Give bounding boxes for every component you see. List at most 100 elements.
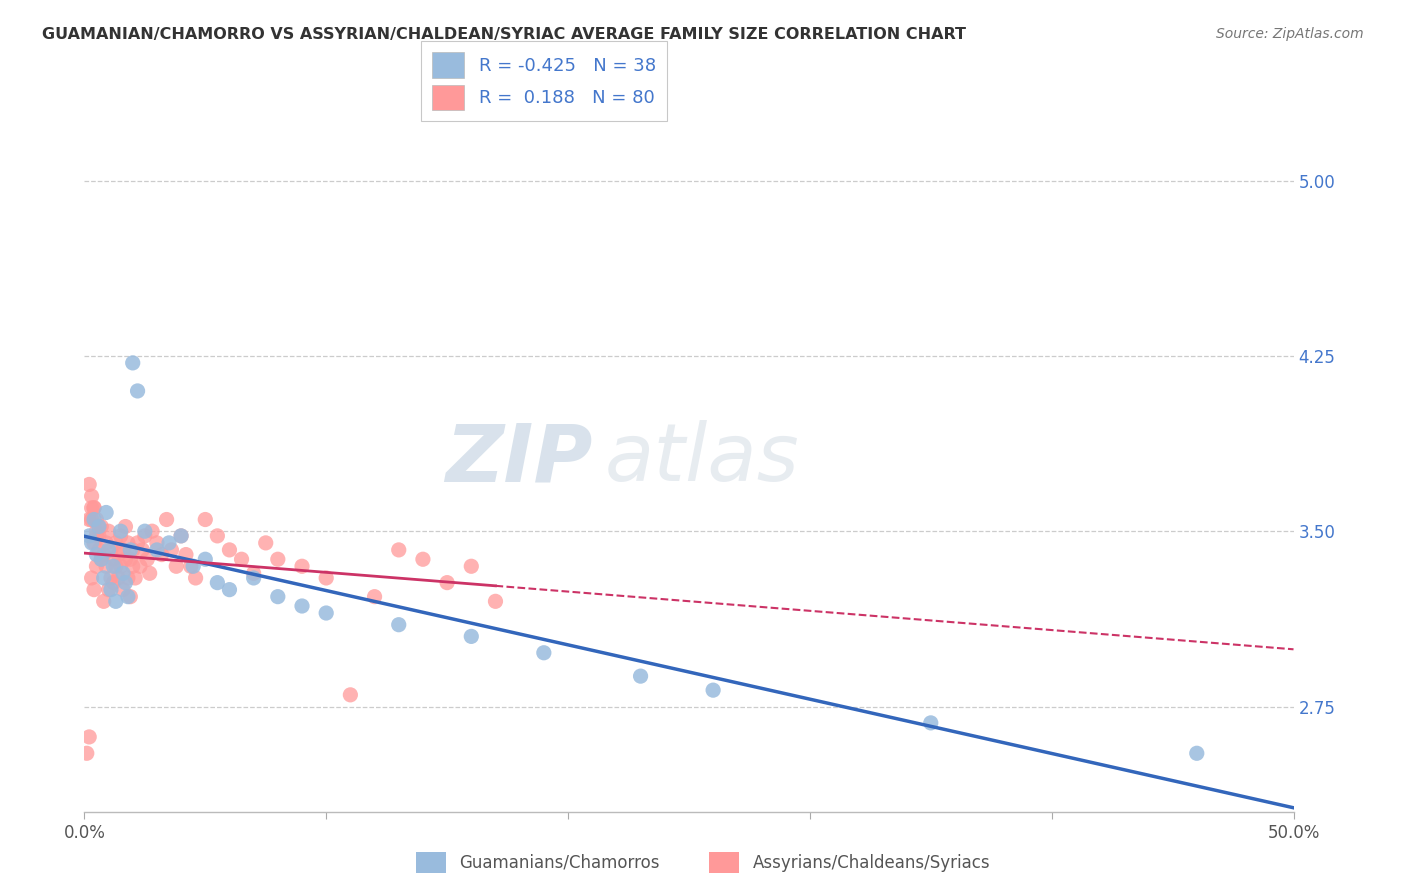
Point xyxy=(339,688,361,702)
Point xyxy=(80,489,103,503)
Point xyxy=(436,575,458,590)
Point xyxy=(86,524,108,539)
Point xyxy=(83,512,105,526)
Point xyxy=(231,552,253,566)
Point xyxy=(90,552,112,566)
Point xyxy=(150,548,173,562)
Point xyxy=(114,575,136,590)
Point xyxy=(920,715,942,730)
Point xyxy=(114,552,136,566)
Point xyxy=(174,548,197,562)
Point xyxy=(97,542,120,557)
Point xyxy=(702,683,724,698)
Point xyxy=(121,356,143,370)
Point xyxy=(80,512,103,526)
Point xyxy=(267,590,290,604)
Point xyxy=(100,571,122,585)
Point xyxy=(117,536,139,550)
Point xyxy=(141,524,163,539)
Point xyxy=(533,646,555,660)
Point xyxy=(165,559,187,574)
Point xyxy=(80,500,103,515)
Point xyxy=(207,529,229,543)
Point xyxy=(117,590,139,604)
Point xyxy=(114,519,136,533)
Point xyxy=(267,552,290,566)
Point xyxy=(136,552,159,566)
Point xyxy=(315,571,337,585)
Point xyxy=(76,746,98,760)
Point xyxy=(120,542,142,557)
Legend: R = -0.425   N = 38, R =  0.188   N = 80: R = -0.425 N = 38, R = 0.188 N = 80 xyxy=(420,41,666,121)
Point xyxy=(110,559,132,574)
Point xyxy=(388,542,411,557)
Point xyxy=(484,594,506,608)
Point xyxy=(100,582,122,597)
Point xyxy=(146,542,169,557)
Point xyxy=(93,548,115,562)
Point xyxy=(90,519,112,533)
Text: ZIP: ZIP xyxy=(444,420,592,499)
Point xyxy=(630,669,652,683)
Point xyxy=(412,552,434,566)
Point xyxy=(112,582,135,597)
Point xyxy=(77,512,100,526)
Point xyxy=(103,552,125,566)
Point xyxy=(90,552,112,566)
Point xyxy=(83,500,105,515)
Point xyxy=(77,730,100,744)
Point xyxy=(134,529,156,543)
Point xyxy=(104,559,127,574)
Point xyxy=(117,571,139,585)
Point xyxy=(83,500,105,515)
Point xyxy=(207,575,229,590)
Point xyxy=(107,548,129,562)
Point xyxy=(460,559,482,574)
Point xyxy=(86,559,108,574)
Point xyxy=(103,575,125,590)
Point xyxy=(155,512,177,526)
Point xyxy=(129,559,152,574)
Point xyxy=(94,536,117,550)
Point xyxy=(184,571,207,585)
Point xyxy=(291,559,314,574)
Point xyxy=(86,548,108,562)
Point xyxy=(254,536,277,550)
Point xyxy=(242,571,264,585)
Point xyxy=(94,559,117,574)
Point xyxy=(127,384,149,398)
Point xyxy=(80,536,103,550)
Point xyxy=(120,590,142,604)
Point xyxy=(87,519,110,533)
Text: Source: ZipAtlas.com: Source: ZipAtlas.com xyxy=(1216,27,1364,41)
Point xyxy=(112,542,135,557)
Point xyxy=(291,599,314,613)
Point xyxy=(1185,746,1208,760)
Point xyxy=(110,529,132,543)
Point xyxy=(110,524,132,539)
Point xyxy=(100,542,122,557)
Point xyxy=(194,512,217,526)
Point xyxy=(104,536,127,550)
Point xyxy=(138,566,160,581)
Point xyxy=(460,629,482,643)
Point xyxy=(112,566,135,581)
Point xyxy=(121,542,143,557)
Point xyxy=(131,542,153,557)
Point xyxy=(121,559,143,574)
Point xyxy=(87,542,110,557)
Point xyxy=(170,529,193,543)
Point xyxy=(87,519,110,533)
Point xyxy=(146,536,169,550)
Point xyxy=(180,559,202,574)
Point xyxy=(97,582,120,597)
Point xyxy=(242,566,264,581)
Point xyxy=(315,606,337,620)
Legend: Guamanians/Chamorros, Assyrians/Chaldeans/Syriacs: Guamanians/Chamorros, Assyrians/Chaldean… xyxy=(409,846,997,880)
Point xyxy=(86,512,108,526)
Point xyxy=(104,594,127,608)
Point xyxy=(93,571,115,585)
Point xyxy=(107,571,129,585)
Point xyxy=(80,571,103,585)
Text: atlas: atlas xyxy=(605,420,799,499)
